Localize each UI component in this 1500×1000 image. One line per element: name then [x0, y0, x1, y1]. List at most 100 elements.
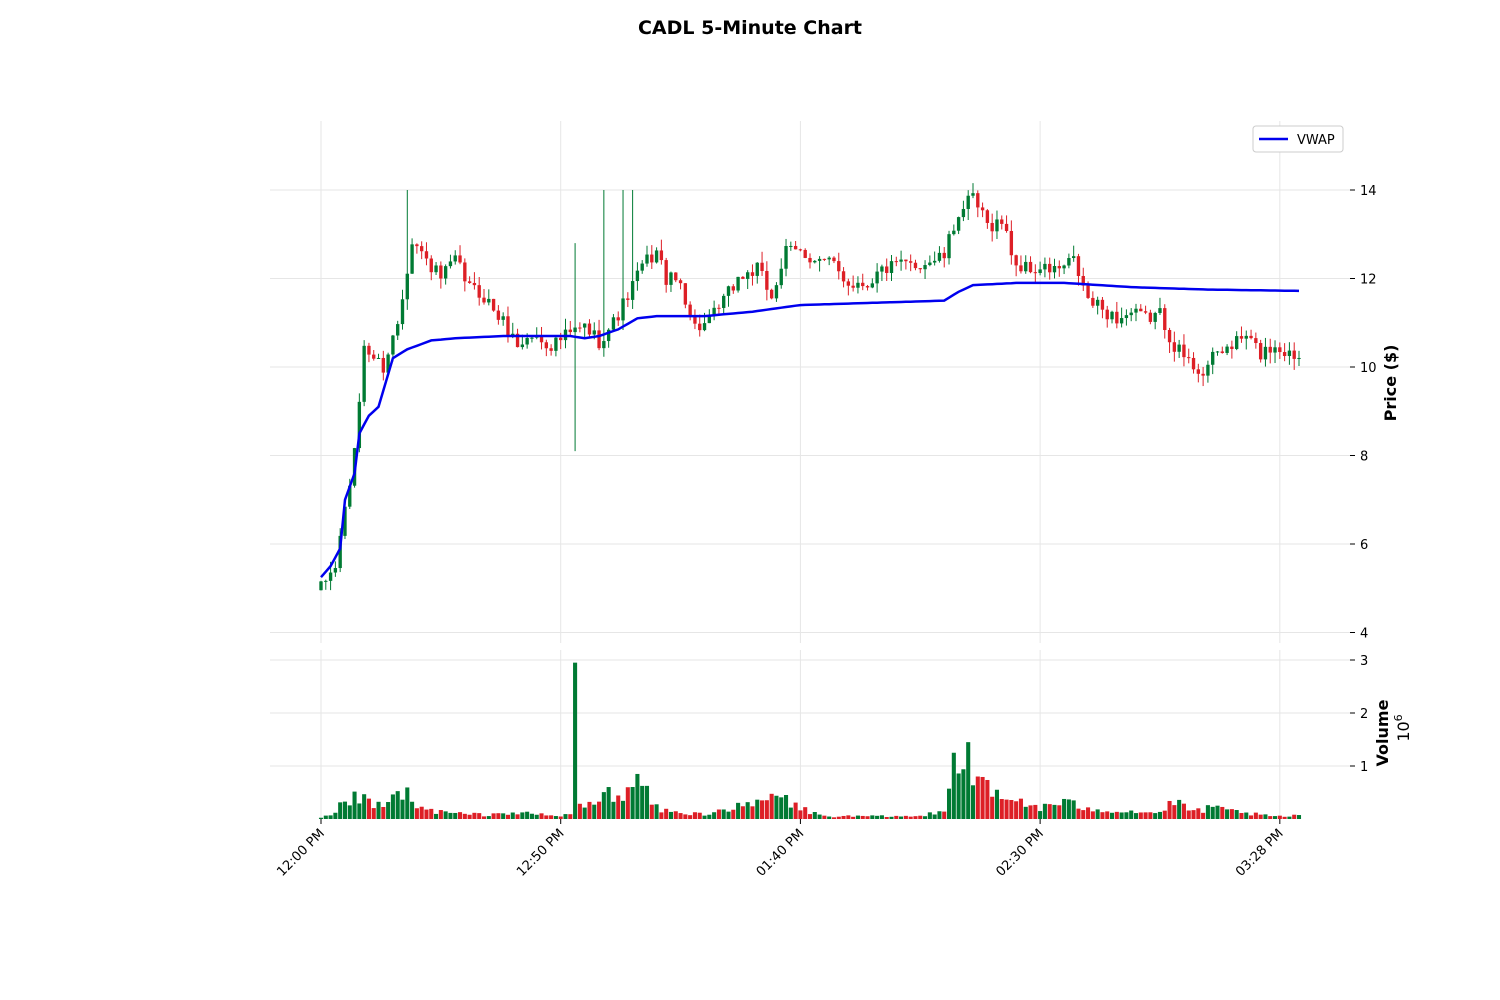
volume-bar: [760, 800, 765, 819]
volume-bar: [419, 806, 424, 819]
volume-bar: [352, 791, 357, 819]
candle-body: [1000, 219, 1004, 224]
volume-bar: [539, 813, 544, 819]
volume-bar: [601, 792, 606, 819]
volume-bar: [424, 809, 429, 819]
candle-body: [1028, 261, 1033, 273]
volume-bar: [831, 817, 837, 819]
candle-body: [496, 310, 501, 320]
candle-body: [419, 246, 424, 252]
volume-bar: [736, 802, 741, 819]
volume-bar: [1239, 813, 1244, 819]
candle-body: [985, 210, 990, 223]
candle-body: [745, 272, 750, 279]
volume-bar: [812, 812, 817, 819]
volume-bar: [520, 812, 525, 819]
volume-bar: [951, 752, 956, 819]
volume-bar: [496, 813, 501, 819]
candle-body: [573, 327, 577, 333]
candle-body: [736, 276, 740, 291]
volume-bar: [994, 789, 1000, 819]
candle-body: [1263, 346, 1268, 360]
candle-body: [1143, 311, 1148, 313]
volume-bar: [366, 798, 371, 819]
candle-body: [606, 329, 611, 342]
volume-bar: [990, 796, 995, 819]
candle-body: [774, 285, 779, 299]
candle-body: [463, 262, 467, 282]
volume-bar: [323, 815, 328, 819]
candle-body: [491, 298, 496, 311]
candle-body: [1095, 299, 1100, 306]
candle-body: [381, 357, 386, 373]
volume-bar: [563, 814, 568, 819]
candle-body: [1201, 373, 1205, 376]
volume-bar: [913, 816, 918, 819]
volume-bar: [400, 799, 405, 819]
candle-body: [817, 258, 822, 261]
volume-bar: [635, 773, 640, 819]
volume-bar: [807, 814, 813, 819]
volume-bar: [429, 808, 434, 819]
x-tick-label: 12:00 PM: [274, 826, 327, 879]
candle-body: [367, 345, 371, 355]
candle-body: [530, 337, 534, 339]
volume-bar: [1148, 812, 1153, 819]
volume-bar: [726, 811, 731, 819]
volume-bar: [1086, 807, 1091, 819]
volume-bar: [1105, 811, 1110, 819]
chart-title: CADL 5-Minute Chart: [637, 17, 863, 39]
volume-bar: [903, 815, 908, 819]
candle-body: [443, 266, 448, 279]
candle-body: [343, 506, 347, 536]
volume-bar: [597, 801, 602, 819]
candle-body: [626, 298, 630, 300]
candle-body: [1167, 329, 1172, 343]
candle-body: [525, 337, 529, 345]
candle-body: [362, 345, 366, 402]
candle-body: [750, 272, 755, 276]
candle-body: [688, 304, 692, 316]
candle-body: [424, 251, 429, 259]
candle-body: [980, 207, 985, 211]
volume-bar: [1133, 813, 1139, 819]
volume-bar: [318, 817, 324, 819]
volume-bar: [851, 816, 856, 819]
volume-bar: [927, 812, 932, 819]
candle-body: [1196, 369, 1201, 374]
volume-bar: [673, 811, 678, 819]
volume-bar: [956, 773, 961, 819]
volume-bar: [1157, 811, 1163, 819]
candle-body: [1134, 308, 1138, 313]
volume-bar: [1038, 811, 1043, 819]
candle-body: [448, 261, 453, 267]
volume-bar: [1249, 815, 1254, 819]
volume-bar: [1114, 811, 1119, 819]
volume-bar: [1201, 812, 1206, 819]
volume-bar: [793, 802, 798, 819]
volume-bar: [553, 816, 558, 819]
candle-body: [1278, 347, 1282, 353]
volume-bar: [534, 814, 539, 819]
volume-bar: [357, 803, 362, 819]
candle-body: [1081, 276, 1085, 286]
candle-body: [415, 244, 419, 247]
candle-body: [640, 263, 644, 271]
candle-body: [861, 282, 865, 287]
x-tick-label: 03:28 PM: [1233, 826, 1286, 879]
volume-bar: [798, 810, 803, 819]
candle-body: [813, 260, 817, 263]
candle-body: [1172, 342, 1177, 352]
volume-bar: [884, 816, 889, 819]
volume-bar: [1018, 798, 1023, 819]
volume-bar: [1138, 812, 1143, 819]
volume-bar: [1253, 812, 1258, 819]
volume-bar: [1225, 809, 1230, 819]
volume-bar: [1124, 812, 1129, 819]
candle-body: [1024, 261, 1028, 272]
volume-bar: [1210, 806, 1215, 819]
candle-body: [611, 317, 616, 330]
candle-body: [386, 354, 390, 373]
candle-body: [885, 266, 889, 273]
volume-bar: [515, 814, 520, 819]
